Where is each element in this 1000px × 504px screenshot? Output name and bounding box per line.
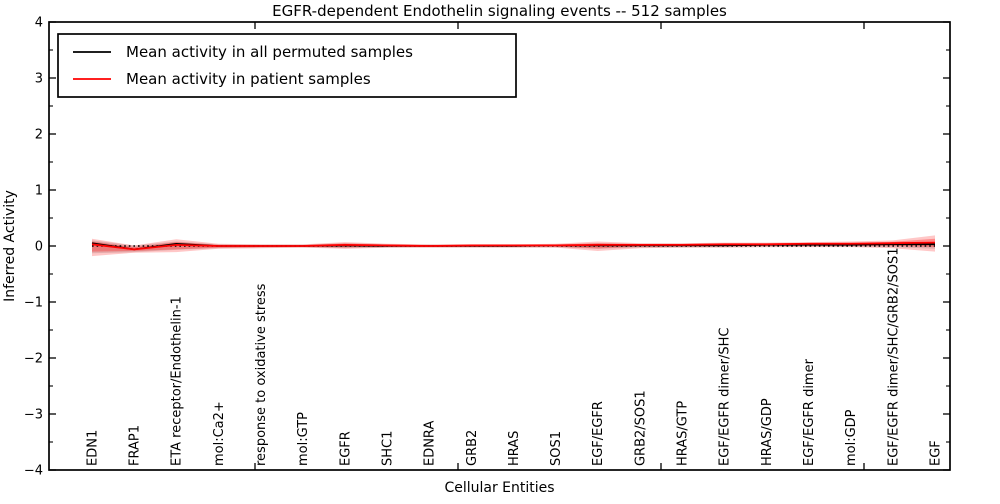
x-category-label: EGF/EGFR — [591, 401, 606, 466]
chart-title: EGFR-dependent Endothelin signaling even… — [272, 2, 727, 20]
x-category-label: ETA receptor/Endothelin-1 — [170, 296, 185, 466]
x-category-label: response to oxidative stress — [254, 283, 269, 466]
series-line-patient — [91, 241, 936, 251]
x-category-label: EGF/EGFR dimer/SHC — [718, 328, 733, 466]
y-tick-label: −1 — [24, 295, 43, 310]
x-axis-label: Cellular Entities — [444, 480, 554, 496]
x-category-label: mol:GTP — [296, 412, 311, 466]
y-tick-label: 4 — [35, 15, 43, 30]
y-tick-label: −4 — [24, 463, 43, 478]
x-category-label: SHC1 — [380, 431, 395, 466]
y-tick-label: 0 — [35, 239, 43, 254]
x-category-label: EDN1 — [85, 430, 100, 466]
x-category-label: mol:Ca2+ — [212, 401, 227, 466]
y-tick-label: 1 — [35, 183, 43, 198]
x-category-label: HRAS/GDP — [760, 398, 775, 466]
y-axis-label: Inferred Activity — [2, 190, 18, 302]
band-permuted-range — [92, 240, 935, 254]
legend-label: Mean activity in patient samples — [126, 70, 371, 88]
x-category-label: EGF/EGFR dimer — [802, 358, 817, 466]
x-category-label: EGFR — [338, 431, 353, 466]
x-category-label: HRAS/GTP — [676, 401, 691, 466]
y-tick-label: 3 — [35, 71, 43, 86]
x-category-label: EDNRA — [423, 421, 438, 466]
y-tick-label: −2 — [24, 351, 43, 366]
x-category-label: SOS1 — [549, 431, 564, 466]
x-category-label: EGF — [928, 440, 943, 466]
y-tick-label: −3 — [24, 407, 43, 422]
legend-label: Mean activity in all permuted samples — [126, 43, 413, 61]
x-category-label: GRB2/SOS1 — [633, 390, 648, 466]
x-category-label: mol:GDP — [844, 409, 859, 466]
legend-box — [57, 33, 517, 98]
x-category-label: FRAP1 — [128, 425, 143, 466]
x-category-label: GRB2 — [465, 430, 480, 466]
x-category-label: EGF/EGFR dimer/SHC/GRB2/SOS1 — [886, 248, 901, 467]
x-category-label: HRAS — [507, 431, 522, 466]
y-tick-label: 2 — [35, 127, 43, 142]
